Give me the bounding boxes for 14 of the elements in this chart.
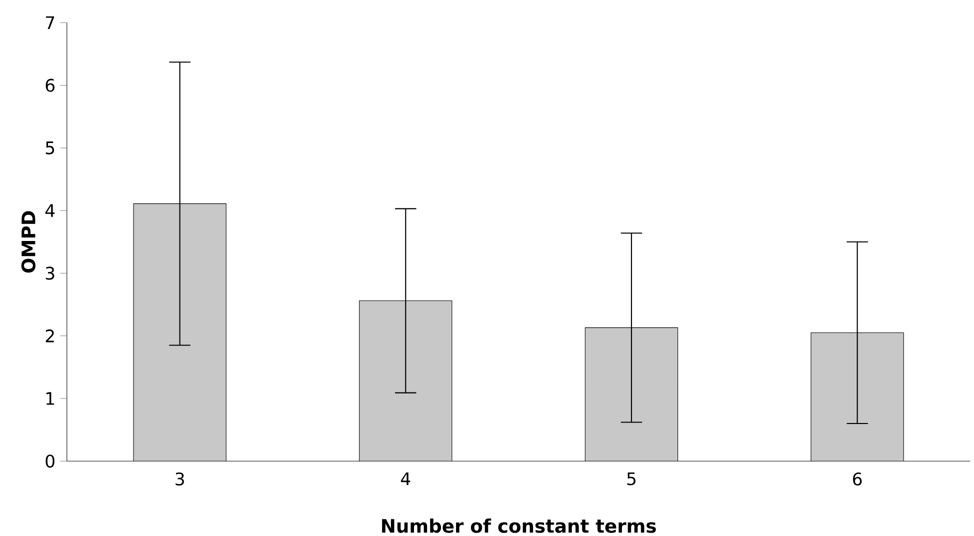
x-tick-label: 4 xyxy=(400,472,410,486)
y-tick-label: 3 xyxy=(46,266,54,280)
x-tick-label: 3 xyxy=(176,472,184,486)
y-tick-label: 7 xyxy=(46,16,54,29)
x-tick-label: 6 xyxy=(853,472,862,486)
y-tick-label: 1 xyxy=(46,392,54,405)
y-tick-label: 4 xyxy=(45,204,55,217)
y-axis-title: OMPD xyxy=(21,211,36,273)
y-tick-label: 5 xyxy=(46,142,54,154)
y-tick-label: 2 xyxy=(46,329,54,342)
x-axis-title: Number of constant terms xyxy=(382,518,656,533)
x-tick-label: 5 xyxy=(627,472,636,486)
y-tick-label: 0 xyxy=(46,454,54,468)
y-tick-label: 6 xyxy=(46,78,54,92)
